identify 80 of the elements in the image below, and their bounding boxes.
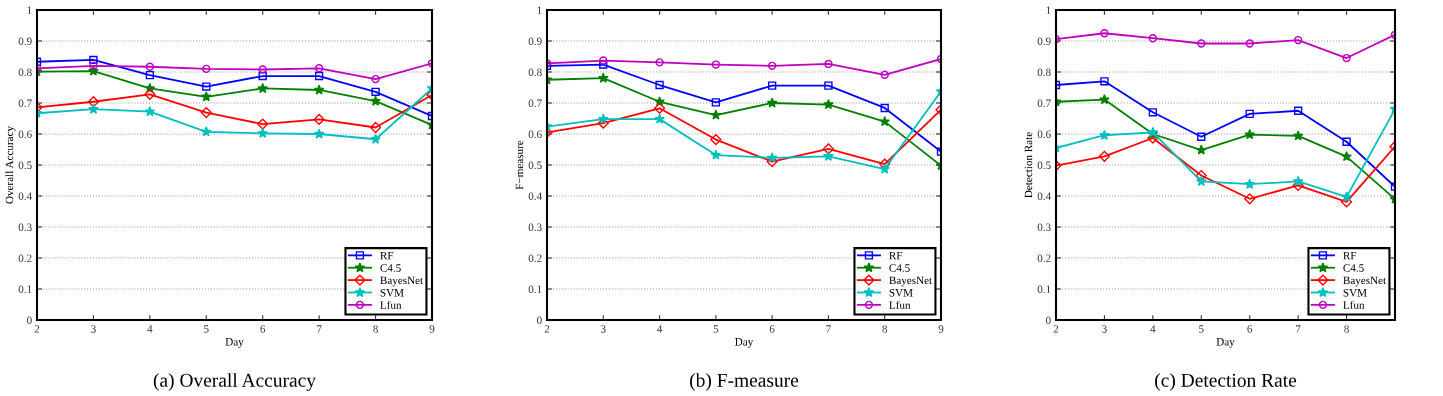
y-axis-title: Overall Accuracy [5, 126, 16, 204]
legend-label: C4.5 [380, 264, 401, 272]
legend-label: C4.5 [889, 264, 910, 272]
y-tick-label: 0.7 [1037, 99, 1051, 108]
x-tick-label: 3 [91, 325, 96, 333]
x-tick-label: 3 [601, 325, 606, 333]
y-tick-label: 0.1 [18, 285, 32, 294]
text: (a) Overall Accuracy [153, 373, 316, 391]
x-tick-label: 4 [657, 325, 663, 333]
y-tick-label: 0.1 [528, 285, 542, 294]
x-tick-label: 6 [769, 325, 775, 333]
x-tick-label: 4 [1150, 325, 1156, 333]
y-tick-label: 0.4 [1037, 192, 1051, 201]
x-tick-label: 8 [882, 325, 888, 333]
x-axis-title: Day [735, 338, 754, 348]
y-tick-label: 0.3 [18, 223, 32, 232]
legend-label: Lfun [889, 300, 911, 309]
y-tick-label: 1 [27, 6, 32, 14]
y-tick-label: 0.5 [1037, 161, 1051, 170]
x-tick-label: 8 [1344, 325, 1349, 333]
legend-label: BayesNet [889, 276, 933, 287]
x-tick-label: 7 [1296, 325, 1301, 333]
y-tick-label: 0 [27, 316, 32, 324]
y-tick-label: 0.8 [18, 68, 32, 77]
y-tick-label: 0.2 [528, 254, 542, 263]
y-tick-label: 0.9 [18, 37, 32, 46]
x-tick-label: 2 [1053, 325, 1059, 333]
y-tick-label: 0.8 [1037, 68, 1051, 77]
x-tick-label: 9 [429, 325, 435, 333]
legend-label: Lfun [380, 300, 402, 309]
y-tick-label: 0.5 [528, 161, 542, 170]
x-tick-label: 8 [373, 325, 378, 333]
x-tick-label: 4 [147, 325, 153, 333]
y-tick-label: 0.4 [18, 192, 32, 201]
x-tick-label: 2 [34, 325, 40, 333]
legend-label: RF [1343, 251, 1357, 260]
legend-label: SVM [889, 289, 913, 297]
y-tick-label: 0.3 [528, 223, 542, 232]
x-tick-label: 6 [260, 325, 266, 333]
y-tick-label: 0.3 [1037, 223, 1051, 232]
x-tick-label: 5 [713, 325, 719, 333]
x-tick-label: 9 [938, 325, 944, 333]
text: (b) F-measure [690, 373, 799, 391]
y-tick-label: 0.6 [528, 130, 542, 139]
legend-label: RF [380, 251, 394, 260]
y-tick-label: 0 [537, 316, 542, 324]
x-tick-label: 6 [1247, 325, 1253, 333]
y-tick-label: 1 [1046, 6, 1051, 14]
y-tick-label: 0.6 [1037, 130, 1051, 139]
legend-label: SVM [380, 289, 404, 297]
y-tick-label: 0.9 [528, 37, 542, 46]
y-tick-label: 0.7 [528, 99, 542, 108]
y-tick-label: 0.6 [18, 130, 32, 139]
legend-label: RF [889, 251, 903, 260]
text: (c) Detection Rate [1155, 373, 1297, 391]
x-tick-label: 7 [826, 325, 831, 333]
y-tick-label: 0.9 [1037, 37, 1051, 46]
y-tick-label: 0.2 [18, 254, 32, 263]
y-tick-label: 0 [1046, 316, 1051, 324]
y-tick-label: 1 [537, 6, 542, 14]
y-tick-label: 0.7 [18, 99, 32, 108]
legend-label: C4.5 [1343, 264, 1364, 272]
x-tick-label: 7 [317, 325, 322, 333]
y-axis-title: Detection Rate [1024, 132, 1033, 198]
x-axis-title: Day [225, 338, 244, 348]
x-tick-label: 3 [1102, 325, 1107, 333]
legend-label: Lfun [1343, 300, 1365, 309]
x-tick-label: 2 [544, 325, 550, 333]
legend-label: BayesNet [1343, 276, 1387, 287]
y-tick-label: 0.4 [528, 192, 542, 201]
x-tick-label: 5 [204, 325, 209, 333]
y-tick-label: 0.8 [528, 68, 542, 77]
y-tick-label: 0.2 [1037, 254, 1051, 263]
legend-label: BayesNet [380, 276, 424, 287]
y-tick-label: 0.1 [1037, 285, 1051, 294]
x-tick-label: 5 [1199, 325, 1204, 333]
y-axis-title: F−measure [515, 140, 524, 190]
y-tick-label: 0.5 [18, 161, 32, 170]
legend-label: SVM [1343, 289, 1367, 297]
x-axis-title: Day [1216, 338, 1235, 348]
